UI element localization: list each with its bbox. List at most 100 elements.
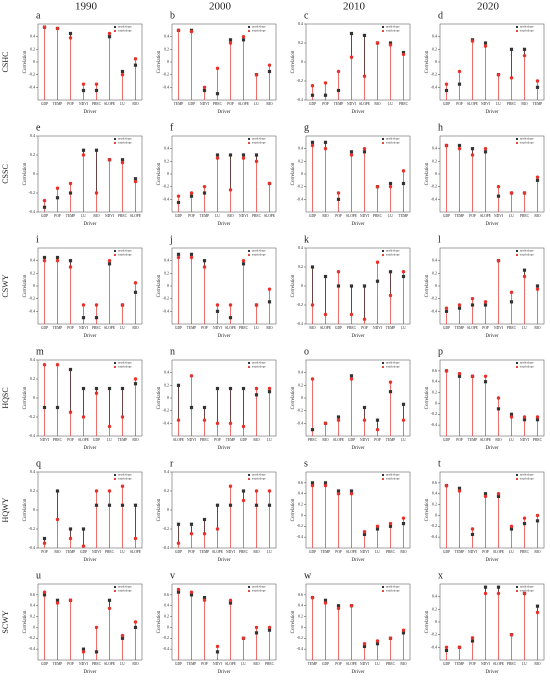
north-point [120, 503, 125, 507]
legend-label: north slope [386, 137, 400, 141]
south-point [535, 287, 540, 291]
north-point [349, 489, 354, 493]
x-axis-label: Driver [485, 110, 498, 115]
y-tick-label: 0 [301, 512, 303, 517]
x-tick-label: NDVI [226, 550, 236, 554]
south-point [107, 31, 112, 36]
x-tick-label: TEMP [399, 214, 409, 218]
legend-label: north slope [520, 473, 534, 477]
y-tick-label: 0 [435, 619, 437, 624]
panel-letter: l [438, 234, 441, 245]
x-tick-label: GDP [175, 214, 182, 218]
x-axis-label: Driver [83, 670, 96, 675]
south-point [68, 36, 73, 40]
plot-frame [439, 247, 545, 325]
y-tick-label: 0.2 [432, 501, 437, 506]
legend-key [114, 26, 116, 28]
south-point [120, 415, 125, 419]
legend-key [248, 362, 250, 364]
north-point [68, 259, 73, 263]
north-point [509, 412, 514, 416]
south-point [349, 604, 354, 608]
y-tick-label: 0.2 [164, 46, 169, 51]
x-tick-label: POP [67, 438, 74, 442]
south-point [310, 143, 315, 148]
x-tick-label: NDVI [347, 102, 357, 106]
x-tick-label: LU [388, 102, 393, 106]
south-point [133, 281, 138, 285]
x-tick-label: LU [81, 214, 86, 218]
y-tick-label: 0.2 [30, 152, 35, 157]
north-point [42, 205, 47, 209]
south-point [522, 274, 527, 279]
south-point [202, 184, 207, 189]
x-tick-label: BIO [534, 662, 541, 666]
x-tick-label: NDVI [360, 550, 370, 554]
north-point [254, 631, 259, 635]
plot-frame [37, 359, 143, 437]
south-point [509, 524, 514, 528]
x-tick-label: SLOPE [493, 550, 505, 554]
south-point [496, 591, 501, 596]
south-point [444, 369, 449, 373]
x-tick-label: NDVI [40, 438, 50, 442]
north-point [349, 374, 354, 378]
x-tick-label: PREC [507, 326, 517, 330]
x-tick-label: PREC [92, 662, 102, 666]
y-tick-label: -0.2 [29, 526, 35, 531]
north-point [362, 33, 367, 37]
legend-key [515, 253, 519, 257]
north-point [215, 650, 220, 654]
x-tick-label: GDP [443, 438, 450, 442]
north-point [133, 382, 138, 386]
x-tick-label: PREC [200, 438, 210, 442]
legend-label: south slope [520, 253, 534, 257]
y-tick-label: -0.4 [297, 321, 303, 326]
plot-frame [37, 135, 143, 213]
legend-label: north slope [386, 249, 400, 253]
column-header: 2000 [209, 1, 232, 13]
y-tick-label: 0 [435, 400, 437, 405]
panel-letter: f [170, 122, 174, 133]
y-tick-label: -0.4 [297, 420, 303, 425]
north-point [81, 148, 86, 152]
x-tick-label: GDP [41, 214, 48, 218]
x-tick-label: TEMP [334, 102, 344, 106]
x-tick-label: GDP [322, 662, 329, 666]
y-axis-label: Correlation [23, 610, 28, 633]
legend-key [381, 365, 385, 369]
south-point [496, 72, 501, 77]
y-tick-label: 0 [301, 59, 303, 64]
south-point [254, 489, 259, 493]
y-tick-label: 0.4 [30, 133, 35, 138]
north-point [388, 181, 393, 186]
legend-label: north slope [118, 137, 132, 141]
x-axis-label: Driver [217, 334, 230, 339]
y-tick-label: 0.4 [298, 245, 303, 250]
north-point [535, 85, 540, 89]
north-point [535, 284, 540, 288]
x-tick-label: NDVI [481, 662, 491, 666]
north-point [267, 628, 272, 632]
south-point [483, 591, 488, 596]
north-point [55, 255, 60, 260]
legend-label: south slope [252, 589, 266, 593]
y-tick-label: 0 [33, 283, 35, 288]
x-tick-label: POP [67, 102, 74, 106]
south-point [133, 536, 138, 541]
north-point [375, 527, 380, 531]
south-point [133, 179, 138, 184]
y-tick-label: 0.4 [298, 146, 303, 151]
panel-letter: d [438, 10, 443, 21]
south-point [133, 620, 138, 624]
south-point [349, 312, 354, 317]
y-tick-label: -0.4 [29, 308, 35, 313]
x-axis-label: Driver [351, 334, 364, 339]
x-axis-label: Driver [485, 334, 498, 339]
x-tick-label: SLOPE [493, 662, 505, 666]
north-point [81, 527, 86, 531]
x-tick-label: TEMP [386, 326, 396, 330]
x-tick-label: GDP [443, 550, 450, 554]
x-tick-label: NDVI [360, 438, 370, 442]
y-tick-label: -0.4 [431, 644, 437, 649]
